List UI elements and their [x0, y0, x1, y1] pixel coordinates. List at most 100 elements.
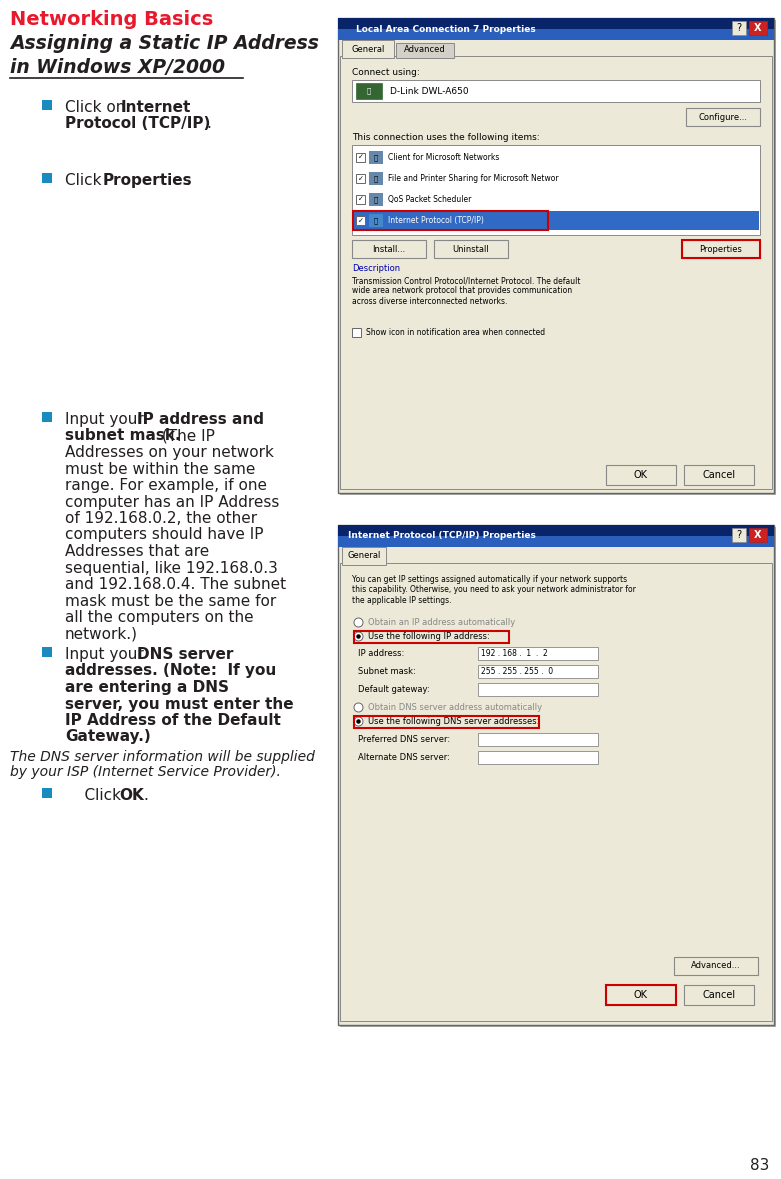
- Text: must be within the same: must be within the same: [65, 461, 255, 476]
- Text: all the computers on the: all the computers on the: [65, 610, 254, 625]
- Bar: [478, 647, 598, 660]
- Text: network.): network.): [65, 626, 138, 641]
- Bar: [352, 241, 426, 258]
- Bar: [434, 241, 508, 258]
- Text: X: X: [754, 24, 761, 33]
- Bar: [674, 957, 758, 975]
- Bar: [749, 528, 767, 542]
- Text: Use the following DNS server addresses:: Use the following DNS server addresses:: [368, 717, 540, 726]
- Bar: [338, 29, 774, 40]
- Text: Alternate DNS server:: Alternate DNS server:: [358, 753, 450, 763]
- Text: Obtain an IP address automatically: Obtain an IP address automatically: [368, 618, 515, 627]
- Text: 255 . 255 . 255 .  0: 255 . 255 . 255 . 0: [481, 667, 553, 676]
- Text: of 192.168.0.2, the other: of 192.168.0.2, the other: [65, 511, 257, 526]
- Text: server, you must enter the: server, you must enter the: [65, 697, 294, 711]
- Bar: [732, 21, 746, 35]
- Bar: [369, 215, 383, 228]
- Bar: [354, 716, 539, 727]
- Bar: [732, 528, 746, 542]
- Bar: [682, 241, 760, 258]
- Bar: [478, 683, 598, 696]
- Text: addresses. (Note:  If you: addresses. (Note: If you: [65, 664, 276, 678]
- Text: and 192.168.0.4. The subnet: and 192.168.0.4. The subnet: [65, 577, 286, 592]
- Bar: [353, 211, 548, 230]
- Text: Preferred DNS server:: Preferred DNS server:: [358, 736, 450, 744]
- Text: Advanced: Advanced: [404, 46, 446, 54]
- Text: Description: Description: [352, 264, 400, 274]
- Text: Input your: Input your: [65, 411, 148, 427]
- Text: The DNS server information will be supplied: The DNS server information will be suppl…: [10, 750, 315, 764]
- Text: Cancel: Cancel: [702, 470, 736, 480]
- Text: Internet Protocol (TCP/IP): Internet Protocol (TCP/IP): [388, 216, 484, 225]
- Bar: [352, 145, 760, 235]
- Bar: [369, 151, 383, 164]
- Text: Properties: Properties: [700, 244, 743, 253]
- Text: Configure...: Configure...: [698, 112, 747, 121]
- Bar: [338, 18, 774, 40]
- Bar: [340, 564, 772, 1021]
- Bar: [352, 80, 760, 103]
- Bar: [749, 21, 767, 35]
- Text: Assigning a Static IP Address: Assigning a Static IP Address: [10, 34, 319, 53]
- Text: General: General: [348, 552, 380, 560]
- Bar: [686, 108, 760, 126]
- Text: .: .: [143, 788, 148, 803]
- Text: Connect using:: Connect using:: [352, 68, 419, 77]
- Text: Networking Basics: Networking Basics: [10, 9, 213, 29]
- Text: mask must be the same for: mask must be the same for: [65, 593, 276, 608]
- Text: 🖨: 🖨: [374, 176, 378, 182]
- Text: Internet Protocol (TCP/IP) Properties: Internet Protocol (TCP/IP) Properties: [348, 532, 536, 540]
- Text: Click: Click: [65, 173, 106, 187]
- Bar: [353, 211, 759, 230]
- Text: .: .: [185, 173, 190, 187]
- Text: Obtain DNS server address automatically: Obtain DNS server address automatically: [368, 703, 542, 712]
- Text: IP Address of the Default: IP Address of the Default: [65, 713, 281, 727]
- Text: subnet mask.: subnet mask.: [65, 428, 180, 443]
- Text: ✓: ✓: [358, 176, 363, 182]
- Bar: [369, 193, 383, 206]
- Text: Default gateway:: Default gateway:: [358, 685, 430, 694]
- Bar: [396, 42, 454, 58]
- Bar: [342, 40, 394, 58]
- Circle shape: [356, 634, 361, 639]
- Text: X: X: [754, 531, 761, 540]
- Text: Advanced...: Advanced...: [691, 962, 741, 970]
- Circle shape: [354, 632, 363, 641]
- Text: (The IP: (The IP: [157, 428, 215, 443]
- Text: Show icon in notification area when connected: Show icon in notification area when conn…: [366, 328, 545, 337]
- Text: 🔌: 🔌: [367, 87, 371, 94]
- Text: sequential, like 192.168.0.3: sequential, like 192.168.0.3: [65, 560, 278, 575]
- Text: Gateway.): Gateway.): [65, 730, 151, 744]
- Text: OK: OK: [634, 990, 648, 1000]
- Text: 🔗: 🔗: [374, 217, 378, 224]
- Text: IP address and: IP address and: [137, 411, 264, 427]
- Text: Subnet mask:: Subnet mask:: [358, 667, 415, 677]
- Text: range. For example, if one: range. For example, if one: [65, 477, 267, 493]
- Bar: [340, 20, 776, 495]
- Bar: [682, 241, 760, 258]
- Text: IP address:: IP address:: [358, 650, 405, 659]
- Text: Click: Click: [65, 788, 126, 803]
- Text: Use the following IP address:: Use the following IP address:: [368, 632, 490, 641]
- Text: Input your: Input your: [65, 647, 148, 661]
- Text: This connection uses the following items:: This connection uses the following items…: [352, 133, 540, 141]
- Text: General: General: [351, 45, 385, 53]
- Text: File and Printer Sharing for Microsoft Networ: File and Printer Sharing for Microsoft N…: [388, 174, 558, 183]
- Text: computer has an IP Address: computer has an IP Address: [65, 494, 280, 509]
- Text: ✓: ✓: [358, 217, 363, 224]
- Text: Local Area Connection 7 Properties: Local Area Connection 7 Properties: [356, 25, 536, 33]
- Bar: [478, 733, 598, 746]
- Text: OK: OK: [634, 470, 648, 480]
- Text: Uninstall: Uninstall: [453, 244, 490, 253]
- Text: .: .: [206, 117, 211, 132]
- Text: 192 . 168 .  1  .  2: 192 . 168 . 1 . 2: [481, 648, 547, 658]
- Bar: [338, 525, 774, 1025]
- Text: computers should have IP: computers should have IP: [65, 527, 263, 542]
- Bar: [606, 984, 676, 1005]
- Circle shape: [356, 719, 361, 724]
- Bar: [338, 525, 774, 547]
- Text: QoS Packet Scheduler: QoS Packet Scheduler: [388, 195, 472, 204]
- Text: are entering a DNS: are entering a DNS: [65, 680, 229, 694]
- Circle shape: [354, 703, 363, 712]
- Bar: [354, 631, 509, 643]
